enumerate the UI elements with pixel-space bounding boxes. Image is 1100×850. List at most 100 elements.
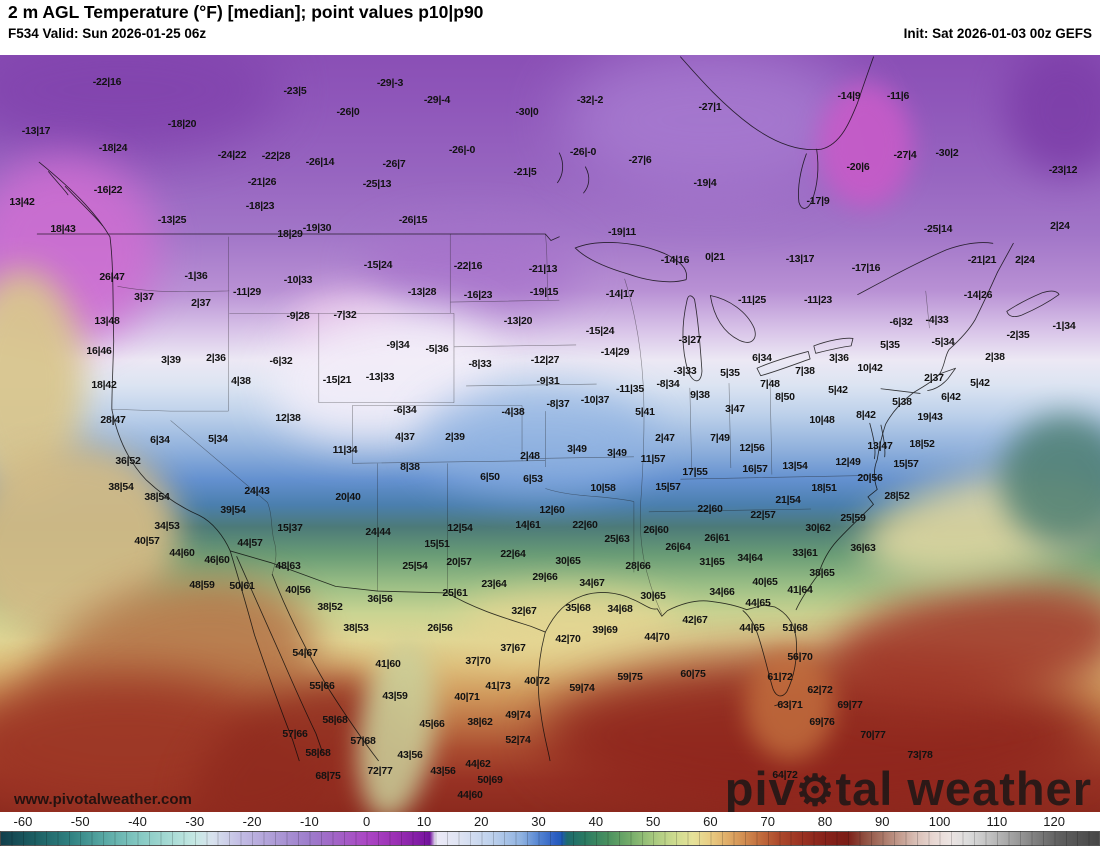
point-value: -25|13 — [362, 178, 392, 190]
point-value: 36|52 — [115, 455, 141, 467]
point-value: 12|38 — [275, 412, 301, 424]
point-value: 23|64 — [481, 578, 507, 590]
point-value: 34|64 — [737, 552, 763, 564]
point-value: 38|53 — [343, 622, 369, 634]
point-value: -11|23 — [803, 294, 833, 306]
point-value: 22|64 — [500, 548, 526, 560]
point-value: 44|62 — [465, 758, 491, 770]
colorbar-tick-label: 110 — [986, 814, 1008, 829]
point-value: 4|38 — [231, 375, 251, 387]
colorbar-tick-label: 100 — [928, 814, 951, 829]
point-value: -10|33 — [283, 274, 313, 286]
colorbar-tick-labels: -60 -50 -40 -30 -20 -10 0 10 20 30 40 50 60 70 80 90 100… — [0, 814, 1100, 830]
point-value: -32|-2 — [576, 94, 604, 106]
point-value: 18|42 — [91, 379, 117, 391]
point-value: 19|43 — [917, 411, 943, 423]
point-value: 34|66 — [709, 586, 735, 598]
point-value: 13|48 — [94, 315, 120, 327]
point-value: -18|23 — [245, 200, 275, 212]
point-value: 2|24 — [1015, 254, 1035, 266]
point-value: 7|38 — [795, 365, 815, 377]
point-value: 44|70 — [644, 631, 670, 643]
point-value: 40|72 — [524, 675, 550, 687]
point-value: -5|36 — [425, 343, 449, 355]
point-value: -11|6 — [886, 90, 910, 102]
point-value: 51|68 — [782, 622, 808, 634]
point-value: 50|61 — [229, 580, 255, 592]
point-value: 34|67 — [579, 577, 605, 589]
point-value: 57|68 — [350, 735, 376, 747]
point-value: 5|35 — [880, 339, 900, 351]
colorbar-tick-label: 10 — [416, 814, 432, 829]
point-value: 6|42 — [941, 391, 961, 403]
point-value: 21|54 — [775, 494, 801, 506]
point-value: 14|61 — [515, 519, 541, 531]
point-value: -4|33 — [925, 314, 949, 326]
point-value: -19|11 — [607, 226, 637, 238]
point-value: -13|33 — [365, 371, 395, 383]
point-value: 30|65 — [555, 555, 581, 567]
point-value: 13|47 — [867, 440, 893, 452]
point-value: -9|31 — [536, 375, 560, 387]
point-value: -1|36 — [184, 270, 208, 282]
point-value: 46|60 — [204, 554, 230, 566]
point-value: -19|15 — [529, 286, 559, 298]
point-value: 50|69 — [477, 774, 503, 786]
point-value: -26|-0 — [569, 146, 597, 158]
watermark-text: www.pivotalweather.com — [14, 791, 192, 808]
colorbar-tick-label: 120 — [1043, 814, 1066, 829]
point-value: -11|29 — [232, 286, 262, 298]
point-value: 54|67 — [292, 647, 318, 659]
point-value: 12|54 — [447, 522, 473, 534]
point-value: -26|15 — [398, 214, 428, 226]
point-value: 34|68 — [607, 603, 633, 615]
point-value: -19|4 — [693, 177, 717, 189]
point-value: 28|52 — [884, 490, 910, 502]
point-value: -23|12 — [1048, 164, 1078, 176]
point-value: 17|55 — [682, 466, 708, 478]
temperature-colorbar: -60 -50 -40 -30 -20 -10 0 10 20 30 40 50 60 70 80 90 100… — [0, 812, 1100, 850]
gear-icon: ⚙ — [795, 767, 836, 812]
point-value: -26|0 — [336, 106, 360, 118]
point-value: -5|34 — [931, 336, 955, 348]
point-value: 72|77 — [367, 765, 393, 777]
point-value: 7|49 — [710, 432, 730, 444]
point-value: -16|22 — [93, 184, 123, 196]
point-value: 38|65 — [809, 567, 835, 579]
point-value: 24|44 — [365, 526, 391, 538]
point-value: 56|70 — [787, 651, 813, 663]
point-value: 43|56 — [397, 749, 423, 761]
point-value: -30|0 — [515, 106, 539, 118]
colorbar-tick-label: 60 — [703, 814, 718, 829]
point-value: -29|-4 — [423, 94, 451, 106]
point-value: 57|66 — [282, 728, 308, 740]
point-value: 2|48 — [520, 450, 540, 462]
watermark: www.pivotalweather.com — [14, 791, 192, 808]
point-value: 3|39 — [161, 354, 181, 366]
point-value: 6|34 — [150, 434, 170, 446]
point-value: 35|68 — [565, 602, 591, 614]
init-time-label: Init: Sat 2026-01-03 00z GEFS — [903, 26, 1092, 41]
point-value: 15|51 — [424, 538, 450, 550]
point-value: 25|61 — [442, 587, 468, 599]
point-value: 58|68 — [322, 714, 348, 726]
point-value: 0|21 — [705, 251, 725, 263]
point-value: 38|54 — [144, 491, 170, 503]
point-value: -12|27 — [530, 354, 560, 366]
point-value: 6|53 — [523, 473, 543, 485]
point-value: -29|-3 — [376, 77, 404, 89]
point-value: -13|28 — [407, 286, 437, 298]
point-value: 5|41 — [635, 406, 655, 418]
point-value: 2|37 — [924, 372, 944, 384]
valid-time-label: F534 Valid: Sun 2026-01-25 06z — [8, 26, 207, 41]
point-value: -14|9 — [837, 90, 861, 102]
point-value: -22|16 — [453, 260, 483, 272]
point-value: 68|75 — [315, 770, 341, 782]
point-value: 2|37 — [191, 297, 211, 309]
point-value: 38|52 — [317, 601, 343, 613]
point-value: 12|60 — [539, 504, 565, 516]
point-value: -8|37 — [546, 398, 570, 410]
colorbar-tick-label: 40 — [588, 814, 604, 829]
point-value: 10|58 — [590, 482, 616, 494]
